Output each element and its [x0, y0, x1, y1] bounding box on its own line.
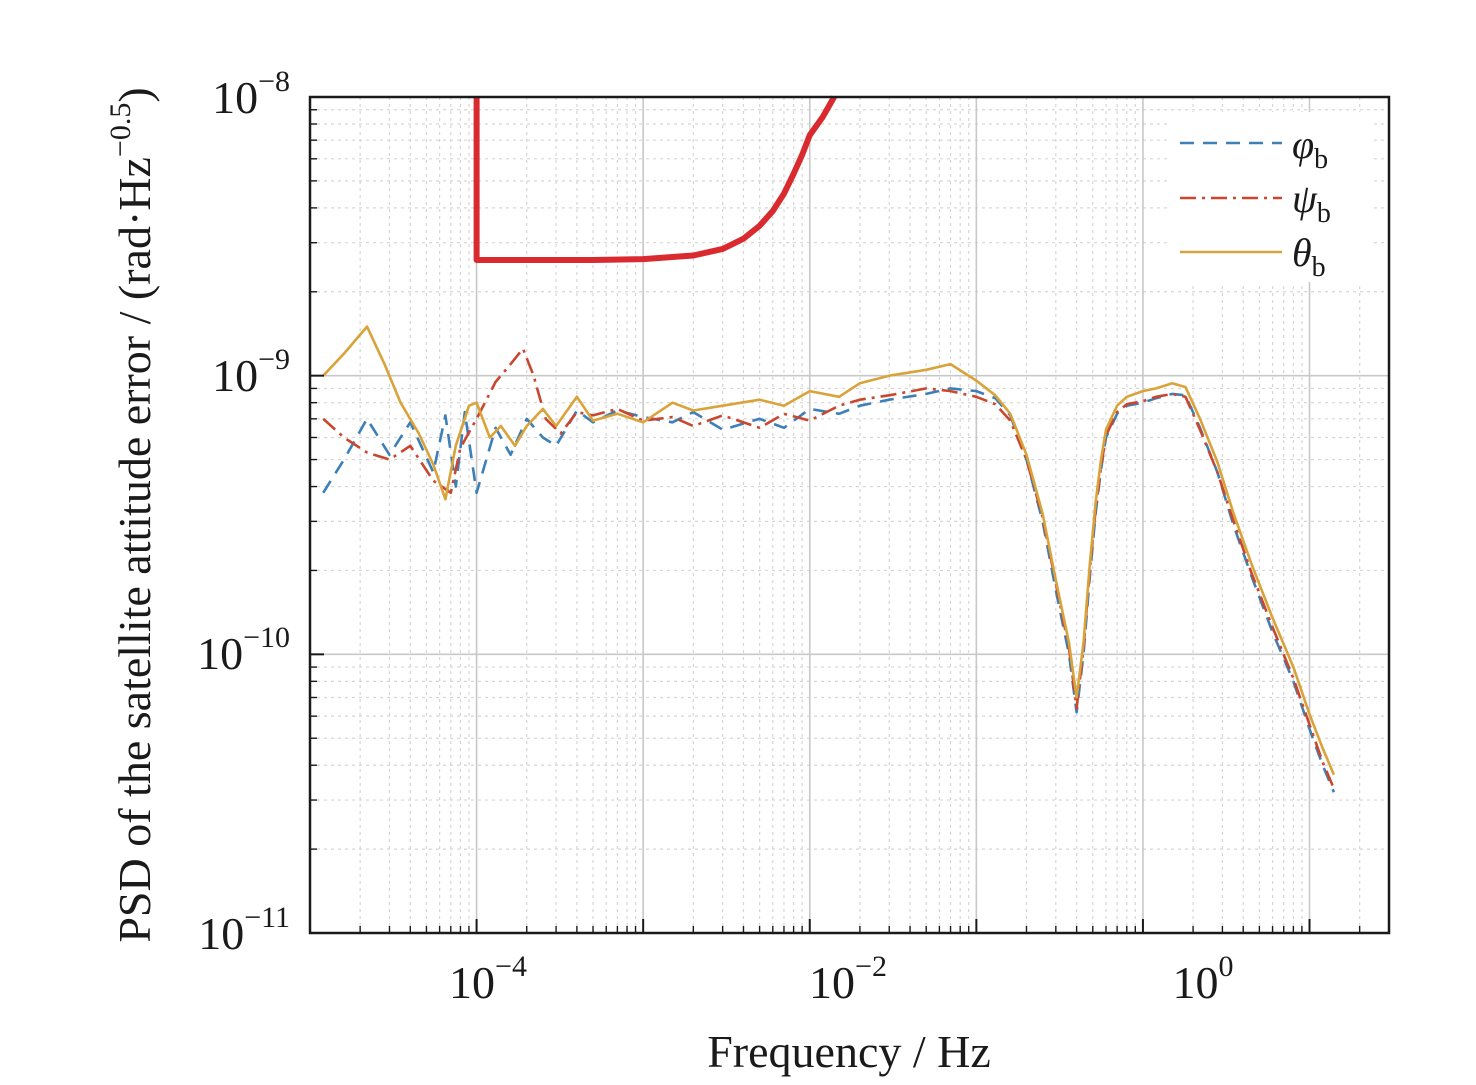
legend-label-theta: θb — [1292, 230, 1326, 283]
y-tick-label-1e-11: 10−11 — [198, 901, 290, 959]
series-line-0 — [322, 387, 1336, 793]
plot-curves — [322, 95, 1336, 793]
y-tick-label-1e-8: 10−8 — [212, 65, 290, 123]
x-axis-title: Frequency / Hz — [707, 1026, 991, 1077]
major-grid — [309, 97, 1389, 934]
y-tick-label-1e-9: 10−9 — [212, 343, 290, 401]
y-axis-title: PSD of the satellite attitude error / (r… — [104, 87, 160, 942]
y-tick-label-1e-10: 10−10 — [197, 621, 290, 679]
series-line-2 — [322, 325, 1336, 776]
axis-ticks — [309, 109, 1390, 934]
legend-label-psi: ψb — [1292, 176, 1331, 229]
plot-frame — [308, 95, 1391, 935]
legend: φb ψb θb — [1170, 112, 1370, 283]
series-line-1 — [322, 347, 1336, 790]
x-tick-label-1e-4: 10−4 — [449, 950, 527, 1008]
requirement-curve — [473, 95, 837, 263]
legend-label-phi: φb — [1292, 122, 1328, 175]
legend-box — [1170, 112, 1370, 282]
minor-grid — [310, 97, 1390, 933]
x-tick-label-1e-2: 10−2 — [809, 950, 887, 1008]
x-tick-label-1e0: 100 — [1173, 950, 1234, 1008]
